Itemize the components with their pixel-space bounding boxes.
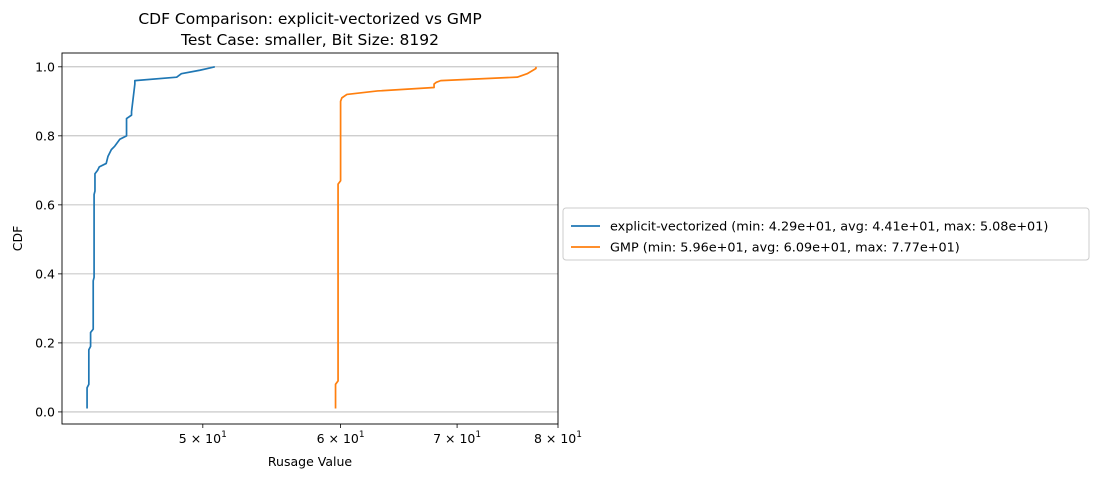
legend-box xyxy=(562,207,1090,261)
y-tick-label: 0.6 xyxy=(35,197,55,212)
legend-label-gmp: GMP (min: 5.96e+01, avg: 6.09e+01, max: … xyxy=(610,241,960,256)
x-axis-label: Rusage Value xyxy=(268,454,352,469)
y-tick-label: 0.4 xyxy=(35,266,55,281)
y-tick-label: 1.0 xyxy=(35,59,55,74)
x-tick-label: 8 × 101 xyxy=(534,430,582,446)
y-tick-label: 0.2 xyxy=(35,335,55,350)
y-tick-label: 0.0 xyxy=(35,404,55,419)
chart-subtitle: Test Case: smaller, Bit Size: 8192 xyxy=(180,31,439,49)
series-lines xyxy=(86,65,537,409)
legend-label-explicit-vectorized: explicit-vectorized (min: 4.29e+01, avg:… xyxy=(610,220,1048,235)
legend: explicit-vectorized (min: 4.29e+01, avg:… xyxy=(562,207,1090,261)
chart-title: CDF Comparison: explicit-vectorized vs G… xyxy=(138,10,481,28)
x-tick-label: 5 × 101 xyxy=(179,430,227,446)
y-gridlines xyxy=(62,66,558,413)
series-line-explicit-vectorized xyxy=(86,65,216,409)
y-tick-label: 0.8 xyxy=(35,128,55,143)
series-line-gmp xyxy=(334,66,537,409)
y-axis-label: CDF xyxy=(10,226,25,252)
x-tick-label: 7 × 101 xyxy=(433,430,481,446)
y-ticks: 0.0 0.2 0.4 0.6 0.8 1.0 xyxy=(35,59,62,419)
x-ticks: 5 × 101 6 × 101 7 × 101 8 × 101 xyxy=(179,424,582,446)
plot-frame xyxy=(61,52,559,425)
x-tick-label: 6 × 101 xyxy=(317,430,365,446)
